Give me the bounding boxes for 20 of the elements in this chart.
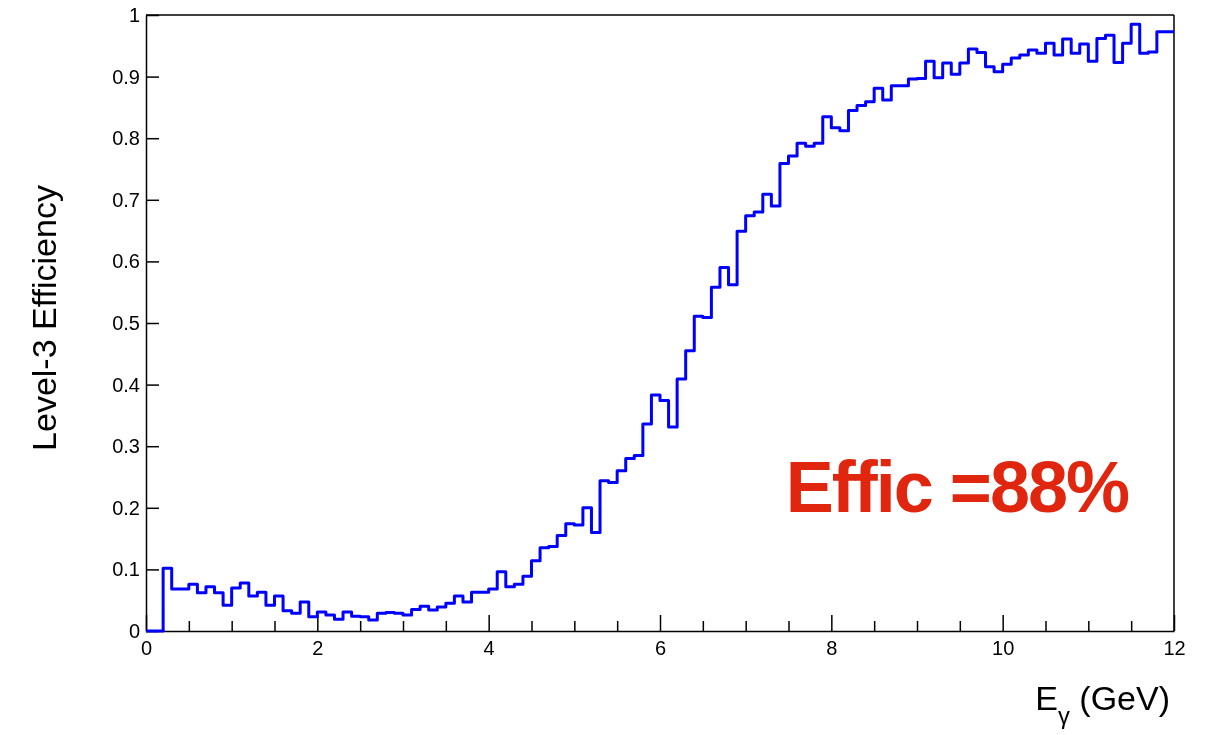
y-tick-label: 0.4: [112, 373, 140, 396]
y-axis-title: Level-3 Efficiency: [25, 185, 63, 451]
y-tick-label: 1: [128, 3, 140, 26]
annotation: Effic =88%: [785, 447, 1129, 527]
y-tick-label: 0.9: [112, 65, 140, 88]
y-tick-label: 0.7: [112, 188, 140, 211]
y-tick-label: 0.1: [112, 558, 140, 581]
y-tick-label: 0.8: [112, 127, 140, 150]
x-tick-label: 4: [483, 637, 495, 660]
y-tick-label: 0.6: [112, 250, 140, 273]
x-tick-label: 10: [992, 637, 1015, 660]
y-tick-label: 0.2: [112, 496, 140, 519]
x-tick-label: 2: [312, 637, 324, 660]
x-tick-label: 12: [1163, 637, 1186, 660]
y-tick-label: 0.5: [112, 311, 140, 334]
x-axis-title: E$_{γ}$ (GeV): [1035, 679, 1170, 729]
y-tick-label: 0: [128, 619, 140, 642]
x-tick-label: 6: [654, 637, 667, 660]
y-tick-label: 0.3: [112, 435, 140, 458]
x-tick-label: 8: [826, 637, 838, 660]
